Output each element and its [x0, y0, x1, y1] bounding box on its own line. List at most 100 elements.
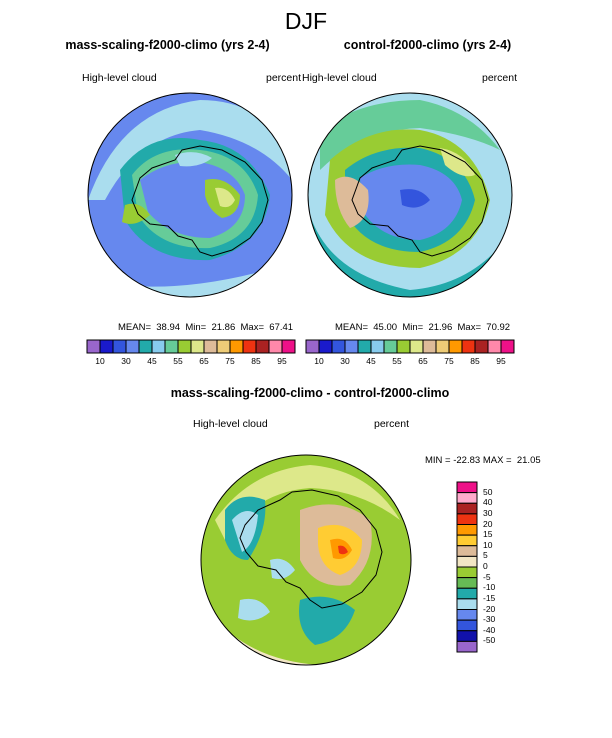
colorbar-tick-label: -5	[483, 571, 491, 582]
stats-control: MEAN= 45.00 Min= 21.96 Max= 70.92	[335, 322, 511, 333]
colorbar-swatch	[435, 339, 450, 354]
colorbar-swatch	[331, 339, 346, 354]
colorbar-tick-label: 85	[470, 356, 480, 366]
colorbar-swatch	[456, 555, 478, 568]
colorbar-swatch	[456, 640, 478, 653]
colorbar-tick-label: 10	[314, 356, 324, 366]
colorbar-tick-label: 0	[483, 561, 488, 571]
colorbar-swatch	[448, 339, 463, 354]
colorbar-swatch	[409, 339, 424, 354]
colorbar-tick-label: -40	[483, 624, 496, 635]
figure-title: DJF	[284, 8, 328, 34]
colorbar-tick-label: 20	[483, 518, 493, 529]
colorbar-tick-label: 75	[444, 356, 454, 366]
field-band	[308, 215, 510, 297]
map-control	[307, 92, 513, 298]
colorbar-swatch	[242, 339, 257, 354]
field-band	[320, 100, 500, 170]
antarctica-coastline	[131, 145, 269, 257]
colorbar-swatch	[229, 339, 244, 354]
colorbar-swatch	[456, 513, 478, 525]
field-band	[400, 189, 430, 208]
colorbar-tick-label: 45	[366, 356, 376, 366]
colorbar-swatch	[151, 339, 166, 354]
colorbar-swatch	[456, 545, 478, 557]
colorbar-swatch	[456, 481, 478, 494]
colorbar-swatch	[461, 339, 476, 354]
colorbar-tick-label: -50	[483, 635, 496, 646]
colorbar-tick-label: 10	[483, 539, 493, 550]
colorbar-swatch	[268, 339, 283, 354]
colorbar-left	[86, 339, 296, 354]
stats-mass-scaling: MEAN= 38.94 Min= 21.86 Max= 67.41	[118, 322, 294, 333]
field-band	[440, 148, 475, 177]
colorbar-swatch	[456, 502, 478, 515]
panel-title-difference: mass-scaling-f2000-climo - control-f2000…	[170, 386, 450, 400]
colorbar-tick-label: 65	[199, 356, 209, 366]
colorbar-difference	[456, 481, 478, 653]
colorbar-swatch	[99, 339, 114, 354]
colorbar-swatch	[177, 339, 192, 354]
field-band	[338, 545, 348, 555]
field-band	[270, 558, 295, 579]
colorbar-tick-label: 10	[95, 356, 105, 366]
colorbar-swatch	[456, 619, 478, 632]
colorbar-tick-label: 65	[418, 356, 428, 366]
colorbar-swatch	[487, 339, 502, 354]
colorbar-swatch	[357, 339, 372, 354]
colorbar-tick-label: 95	[496, 356, 506, 366]
colorbar-swatch	[396, 339, 411, 354]
colorbar-right	[305, 339, 515, 354]
colorbar-swatch	[500, 339, 515, 354]
colorbar-swatch	[370, 339, 385, 354]
colorbar-swatch	[383, 339, 398, 354]
colorbar-swatch	[86, 339, 101, 354]
field-band	[215, 465, 400, 540]
colorbar-swatch	[456, 492, 478, 504]
field-band	[175, 152, 212, 167]
colorbar-tick-label: 30	[340, 356, 350, 366]
variable-label-diff: High-level cloud	[193, 418, 268, 430]
colorbar-tick-label: 50	[483, 486, 493, 497]
colorbar-tick-label: -10	[483, 582, 496, 593]
field-band	[299, 596, 355, 645]
colorbar-swatch	[281, 339, 296, 354]
colorbar-swatch	[456, 534, 478, 547]
colorbar-swatch	[456, 577, 478, 589]
colorbar-tick-label: 75	[225, 356, 235, 366]
colorbar-swatch	[255, 339, 270, 354]
colorbar-swatch	[456, 630, 478, 642]
colorbar-swatch	[216, 339, 231, 354]
colorbar-swatch	[125, 339, 140, 354]
colorbar-swatch	[203, 339, 218, 354]
panel-title-mass-scaling: mass-scaling-f2000-climo (yrs 2-4)	[65, 38, 270, 52]
colorbar-swatch	[305, 339, 320, 354]
colorbar-tick-label: 30	[483, 507, 493, 518]
map-border	[200, 454, 412, 666]
colorbar-tick-label: 30	[121, 356, 131, 366]
colorbar-swatch	[474, 339, 489, 354]
colorbar-tick-label: 95	[277, 356, 287, 366]
units-label-right: percent	[482, 72, 518, 84]
colorbar-tick-label: 15	[483, 529, 493, 540]
map-border	[87, 92, 293, 298]
antarctica-coastline	[351, 145, 489, 257]
field-band	[122, 203, 150, 224]
colorbar-swatch	[456, 609, 478, 621]
colorbar-swatch	[138, 339, 153, 354]
colorbar-swatch	[190, 339, 205, 354]
units-label-left: percent	[266, 72, 302, 84]
colorbar-tick-label: -15	[483, 592, 496, 603]
colorbar-swatch	[112, 339, 127, 354]
stats-difference: MIN = -22.83 MAX = 21.05	[425, 455, 541, 466]
colorbar-tick-label: -30	[483, 614, 496, 625]
variable-label-left: High-level cloud	[82, 72, 157, 84]
colorbar-swatch	[456, 524, 478, 536]
map-mass-scaling	[87, 92, 293, 298]
field-band	[215, 187, 235, 208]
colorbar-swatch	[456, 598, 478, 610]
field-band	[238, 598, 270, 621]
colorbar-swatch	[344, 339, 359, 354]
colorbar-swatch	[422, 339, 437, 354]
